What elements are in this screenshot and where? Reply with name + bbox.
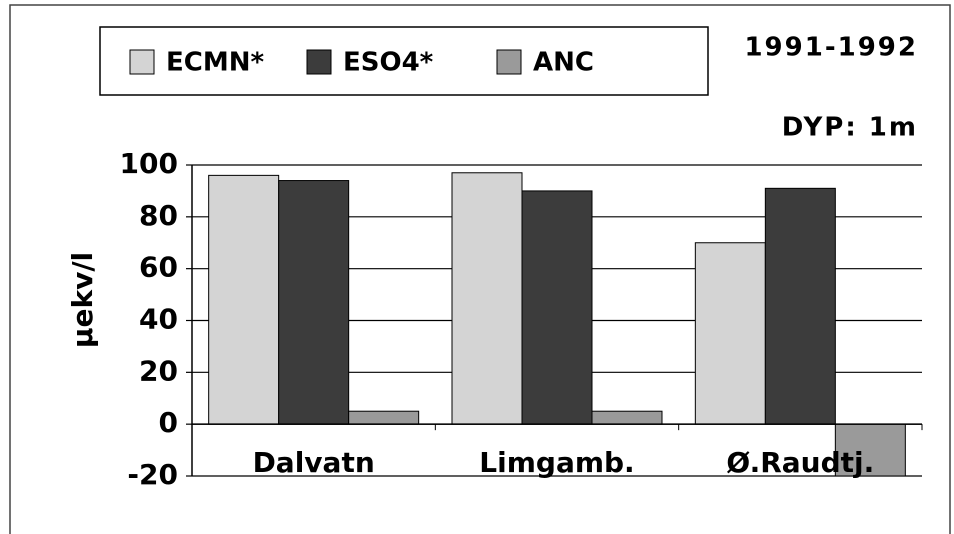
bar <box>278 180 350 425</box>
bar <box>764 187 836 425</box>
y-tick-label: 40 <box>139 303 178 336</box>
bar <box>591 410 663 425</box>
bar <box>834 423 906 477</box>
period: 1991-1992 <box>744 33 918 63</box>
legend-label: ECMN* <box>166 48 264 78</box>
y-tick-label: 0 <box>159 406 178 439</box>
x-tick-label: Limgamb. <box>479 446 634 479</box>
legend-swatch <box>496 49 522 75</box>
y-tick-label: 100 <box>120 147 178 180</box>
legend-label: ANC <box>533 48 594 78</box>
x-tick-label: Dalvatn <box>253 446 375 479</box>
bar <box>348 410 420 425</box>
legend-swatch <box>129 49 155 75</box>
y-tick-label: -20 <box>127 458 178 491</box>
legend-box <box>99 26 709 96</box>
y-tick-label: 20 <box>139 354 178 387</box>
depth: DYP: 1m <box>782 113 918 143</box>
y-axis-label: µekv/l <box>66 252 99 348</box>
y-tick-label: 60 <box>139 251 178 284</box>
x-tick-label: Ø.Raudtj. <box>726 446 874 479</box>
bar <box>208 174 280 425</box>
bar <box>694 242 766 425</box>
bar <box>521 190 593 425</box>
frame <box>9 4 951 534</box>
legend-swatch <box>306 49 332 75</box>
bar <box>451 172 523 425</box>
legend-label: ESO4* <box>343 48 434 78</box>
y-tick-label: 80 <box>139 199 178 232</box>
